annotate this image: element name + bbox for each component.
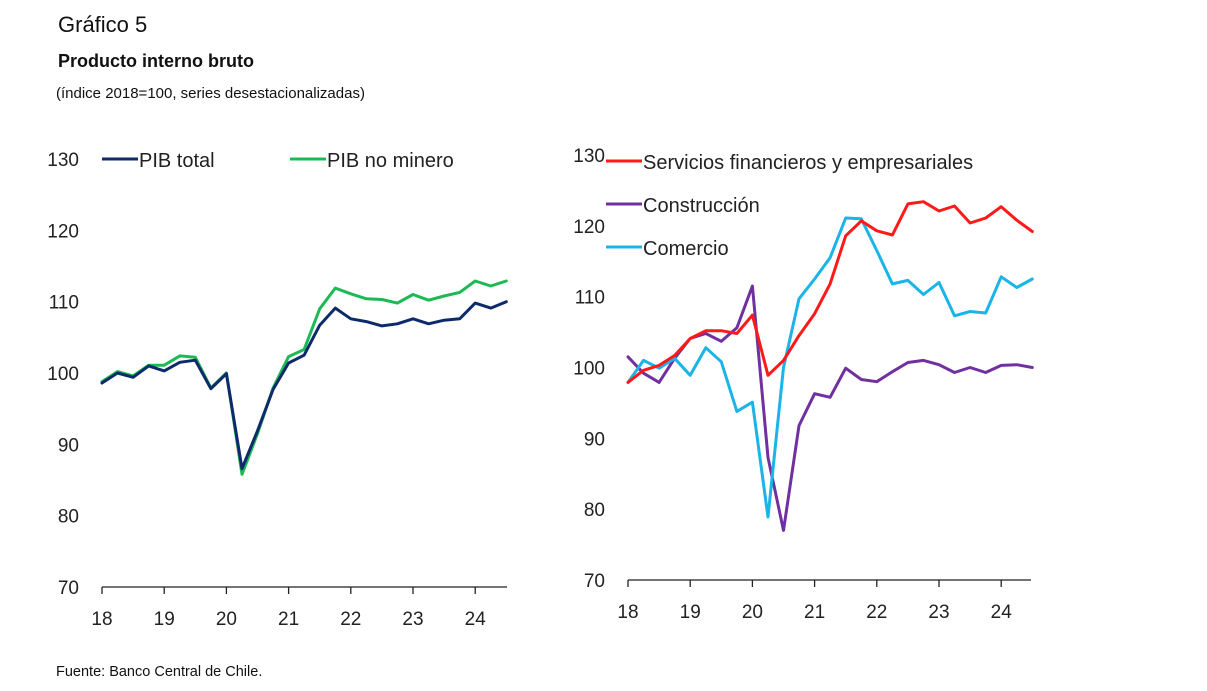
legend-label: PIB total [139,150,215,172]
x-tick-label: 20 [742,602,763,623]
y-tick-label: 110 [575,288,605,309]
series-line-servicios-financieros-y-empresariales [626,200,1034,384]
x-tick-label: 19 [680,602,701,623]
x-tick-label: 19 [154,609,175,630]
x-tick-label: 21 [278,609,299,630]
y-tick-label: 70 [584,571,605,592]
x-tick-label: 24 [465,609,487,630]
series-line-pib-no-minero [100,279,508,476]
y-tick-label: 130 [573,146,605,167]
series-line-comercio [626,216,1034,519]
y-tick-label: 120 [573,217,605,238]
y-tick-label: 80 [584,500,605,521]
y-tick-label: 90 [58,435,79,456]
x-tick-label: 20 [216,609,237,630]
y-tick-label: 100 [47,364,79,385]
chart-right-sectors: 70 80 90 100 110 120 130 18 19 20 21 22 23 24 Servicio… [573,146,1034,623]
y-tick-label: 70 [58,578,79,599]
x-tick-label: 22 [340,609,361,630]
chart-number: Gráfico 5 [58,12,148,37]
x-tick-label: 18 [617,602,638,623]
y-tick-label: 120 [47,221,79,242]
legend-label: Comercio [643,238,729,260]
y-tick-label: 90 [584,429,605,450]
chart-left-pib: 70 80 90 100 110 120 130 18 19 20 21 22 23 24 PIB tota… [47,150,508,630]
x-tick-label: 21 [804,602,825,623]
y-tick-label: 110 [49,293,79,314]
x-tick-label: 22 [866,602,887,623]
legend-label: Servicios financieros y empresariales [643,152,973,174]
x-tick-label: 24 [991,602,1013,623]
y-tick-label: 100 [573,359,605,380]
legend-label: PIB no minero [327,150,454,172]
x-tick-label: 18 [91,609,112,630]
legend-label: Construcción [643,195,760,217]
x-tick-label: 23 [402,609,423,630]
source-note: Fuente: Banco Central de Chile. [56,664,263,680]
series-line-pib-total [100,300,508,471]
chart-title: Producto interno bruto [58,51,254,71]
chart-units: (índice 2018=100, series desestacionaliz… [56,85,365,102]
y-tick-label: 80 [58,507,79,528]
x-tick-label: 23 [928,602,949,623]
series-line-construcci-n [626,284,1034,532]
y-tick-label: 130 [47,150,79,171]
